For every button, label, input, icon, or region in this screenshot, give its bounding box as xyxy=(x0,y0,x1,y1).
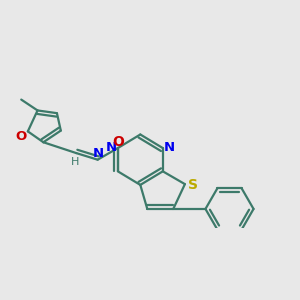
Text: H: H xyxy=(71,157,80,166)
Text: O: O xyxy=(112,135,124,149)
Text: O: O xyxy=(16,130,27,142)
Text: N: N xyxy=(93,147,104,160)
Text: S: S xyxy=(188,178,198,192)
Text: N: N xyxy=(105,141,116,154)
Text: N: N xyxy=(164,141,175,154)
